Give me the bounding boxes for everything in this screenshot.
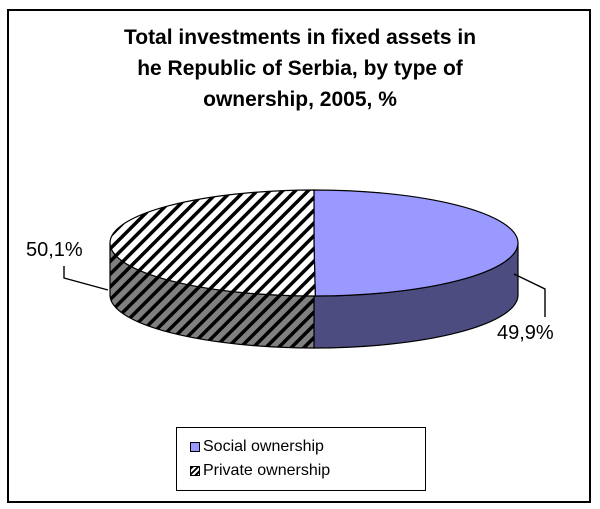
chart-title: Total investments in fixed assets in he …	[123, 26, 477, 111]
legend-item-social: Social ownership	[190, 437, 324, 457]
leader-line-social	[513, 273, 546, 317]
legend-swatch-private	[190, 466, 200, 476]
legend-label-social: Social ownership	[203, 438, 324, 455]
legend-label-private: Private ownership	[203, 462, 331, 479]
pie-slice-social	[313, 189, 519, 297]
legend-swatch-social	[190, 442, 200, 452]
legend: Social ownership Private ownership	[176, 427, 426, 491]
pie-slice-private	[109, 189, 316, 297]
legend-item-private: Private ownership	[190, 461, 330, 481]
data-label-private: 50,1%	[26, 239, 83, 261]
data-label-social: 49,9%	[497, 322, 554, 344]
leader-line-private	[63, 266, 109, 291]
